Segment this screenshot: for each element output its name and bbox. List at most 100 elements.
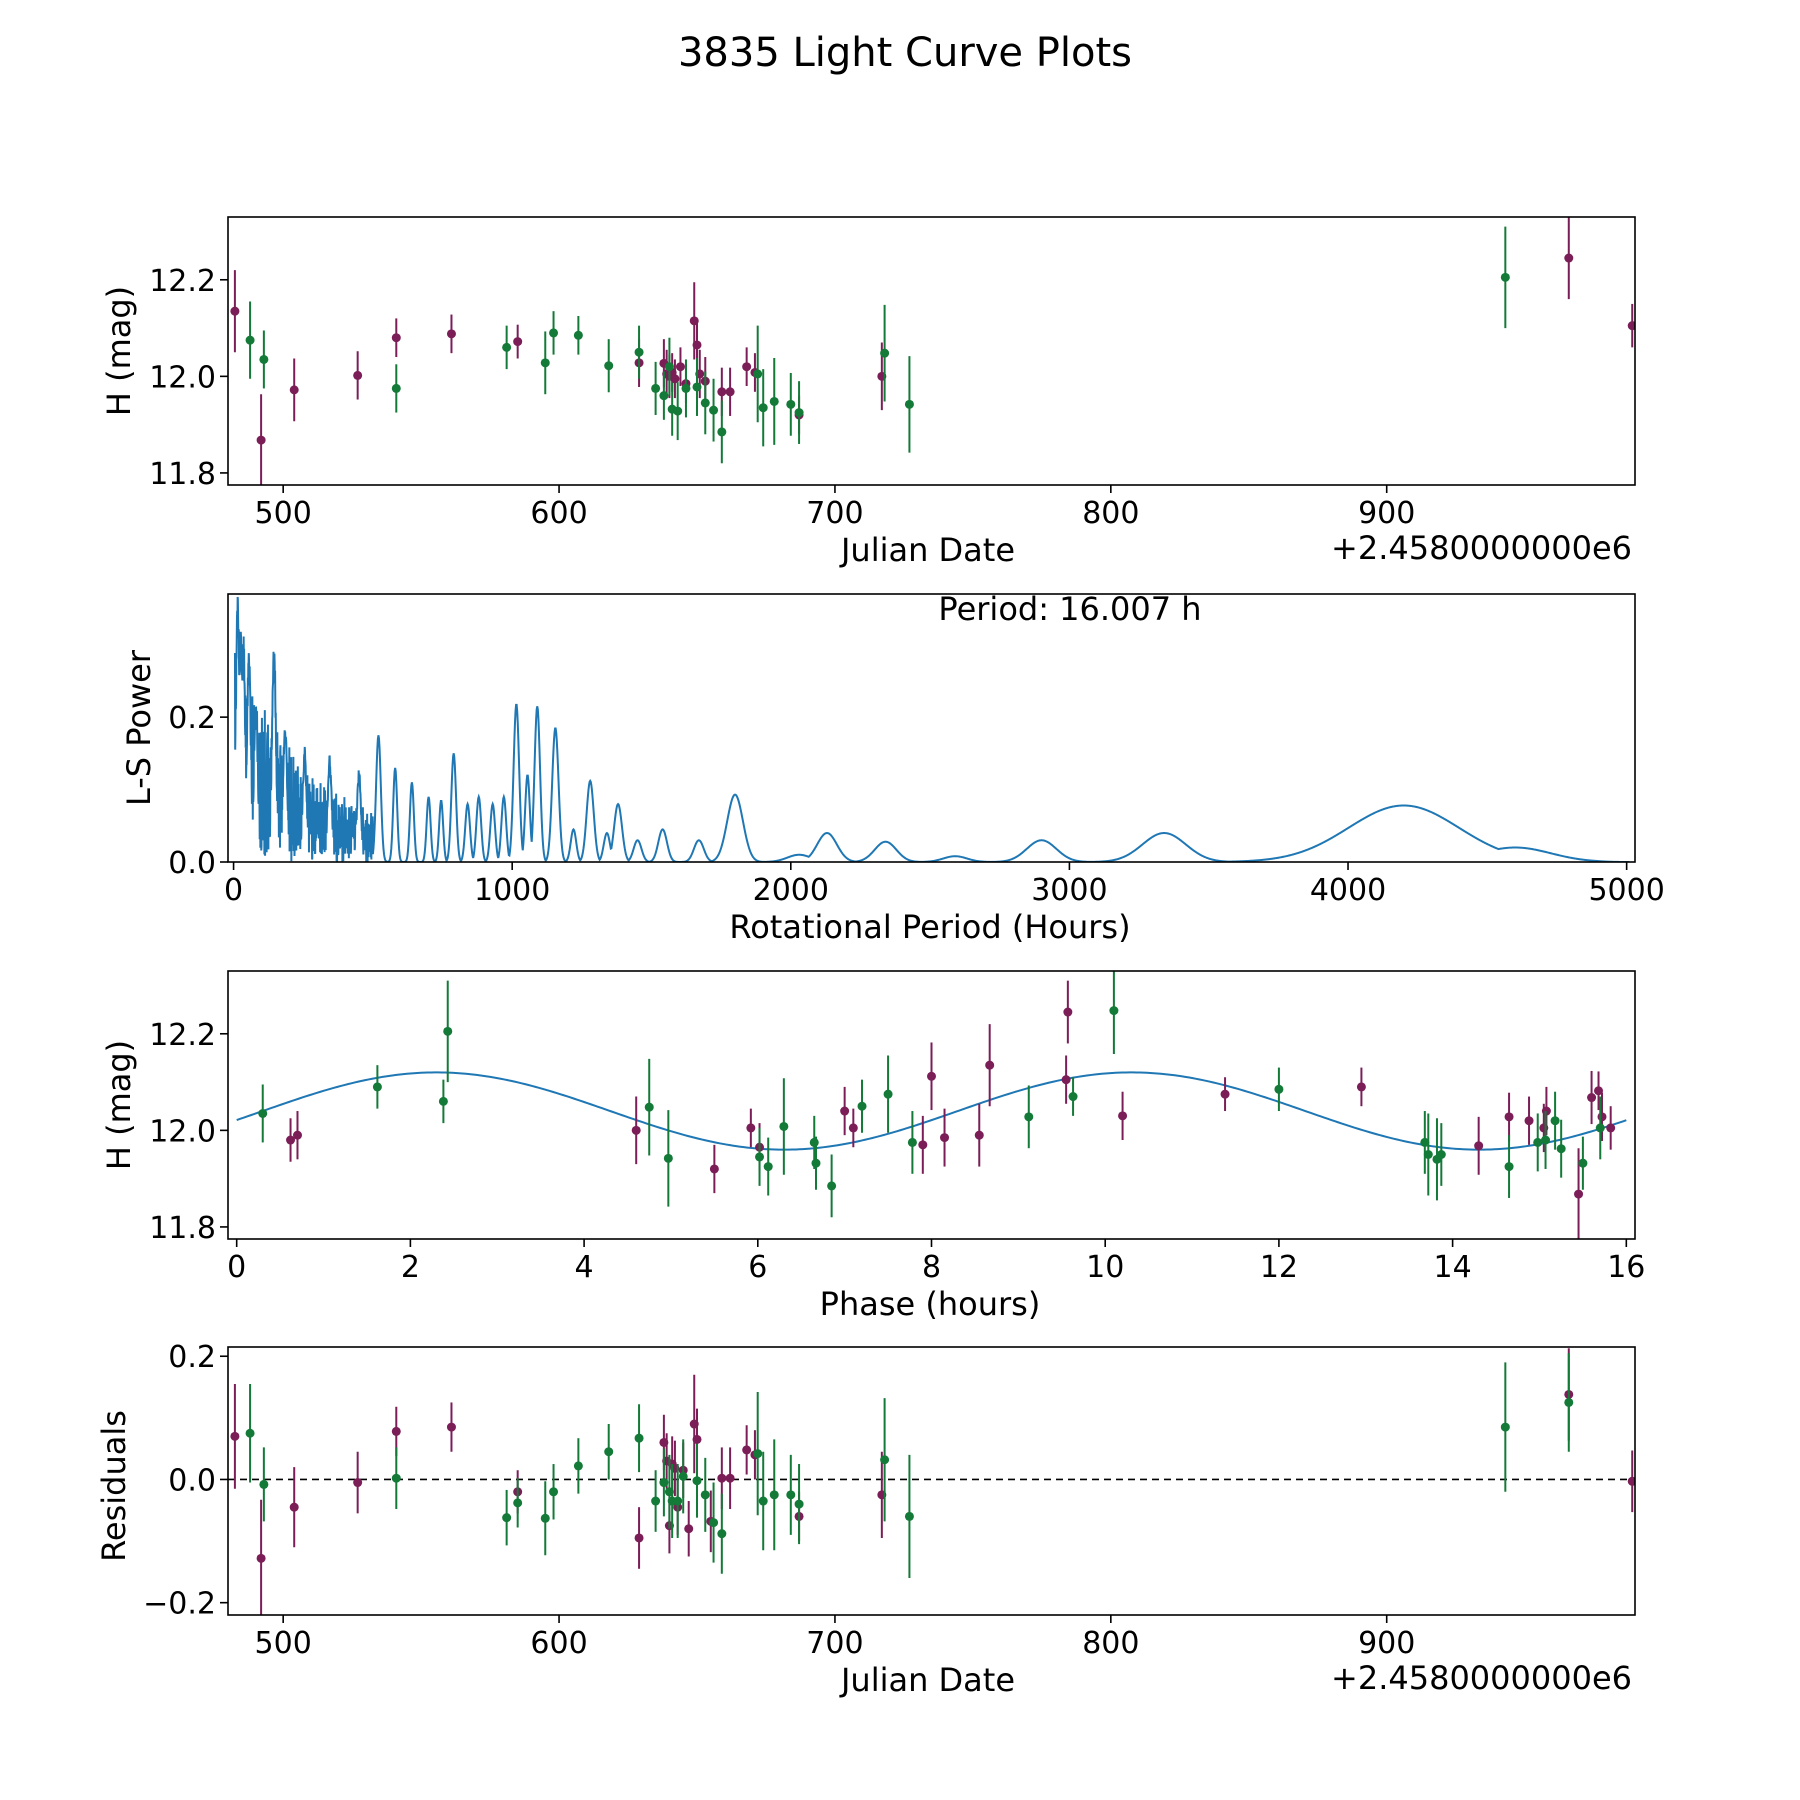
- x-tick-label: 700: [806, 496, 863, 531]
- data-point: [1564, 1397, 1574, 1407]
- data-point: [502, 1513, 512, 1523]
- data-point: [742, 362, 752, 372]
- data-point: [540, 358, 550, 368]
- panel-phased-axes: 0 2 4 6 8 10 12 14 16 11.8 12.0 12.2: [149, 1018, 1645, 1285]
- y-tick-label: 12.2: [149, 264, 216, 299]
- model-curve: [236, 1071, 1627, 1151]
- x-tick-label: 16: [1607, 1250, 1645, 1285]
- data-point: [1627, 321, 1635, 331]
- data-point: [1423, 1149, 1433, 1159]
- x-tick-label: 4: [575, 1250, 594, 1285]
- data-point: [446, 329, 456, 339]
- data-point: [940, 1133, 950, 1143]
- x-tick-label: 1000: [474, 873, 550, 908]
- data-point: [758, 403, 768, 413]
- panel-light-curve-frame: [227, 216, 1636, 486]
- data-point: [794, 408, 804, 418]
- panel-residuals-xlabel: Julian Date: [839, 1661, 1015, 1699]
- data-point: [1524, 1116, 1534, 1126]
- data-point: [573, 330, 583, 340]
- data-point: [717, 1473, 727, 1483]
- data-point: [1595, 1123, 1605, 1133]
- panel-phased-xlabel: Phase (hours): [820, 1285, 1041, 1323]
- panel-light-curve-axes: 500 600 700 800 900 11.8 12.0 12.2: [149, 264, 1415, 531]
- panel-light-curve-marks: [230, 217, 1635, 485]
- data-point: [907, 1137, 917, 1147]
- data-point: [974, 1130, 984, 1140]
- data-point: [681, 383, 691, 393]
- data-point: [758, 1496, 768, 1506]
- panel-periodogram-ylabel: L-S Power: [120, 649, 158, 806]
- series-filter-b: [258, 971, 1605, 1218]
- data-point: [1606, 1123, 1616, 1133]
- data-point: [840, 1106, 850, 1116]
- data-point: [811, 1158, 821, 1168]
- panel-residuals-ylabel: Residuals: [95, 1410, 133, 1562]
- y-tick-label: 0.0: [168, 846, 216, 881]
- x-tick-label: 3000: [1031, 873, 1107, 908]
- data-point: [391, 333, 401, 343]
- data-point: [880, 348, 890, 358]
- data-point: [786, 399, 796, 409]
- data-point: [1587, 1093, 1597, 1103]
- y-tick-label: 11.8: [149, 457, 216, 492]
- data-point: [256, 435, 266, 445]
- data-point: [1627, 1476, 1635, 1486]
- data-point: [709, 405, 719, 415]
- data-point: [985, 1060, 995, 1070]
- data-point: [540, 1513, 550, 1523]
- data-point: [664, 362, 674, 372]
- x-tick-label: 600: [530, 1626, 587, 1661]
- data-point: [651, 1496, 661, 1506]
- data-point: [1474, 1141, 1484, 1151]
- data-point: [1500, 1422, 1510, 1432]
- x-tick-label: 10: [1086, 1250, 1124, 1285]
- data-point: [742, 1445, 752, 1455]
- x-tick-label: 900: [1358, 496, 1415, 531]
- x-tick-label: 600: [530, 496, 587, 531]
- data-point: [1504, 1162, 1514, 1172]
- data-point: [675, 362, 685, 372]
- data-point: [755, 1152, 765, 1162]
- data-point: [904, 1511, 914, 1521]
- x-tick-label: 800: [1082, 1626, 1139, 1661]
- data-point: [391, 1426, 401, 1436]
- data-point: [753, 369, 763, 379]
- y-tick-label: 12.2: [149, 1018, 216, 1053]
- data-point: [289, 1502, 299, 1512]
- x-tick-label: 900: [1358, 1626, 1415, 1661]
- data-point: [1564, 253, 1574, 263]
- panel-periodogram-xlabel: Rotational Period (Hours): [729, 908, 1130, 946]
- data-point: [446, 1422, 456, 1432]
- data-point: [848, 1123, 858, 1133]
- panel-residuals-offset-text: +2.4580000000e6: [1331, 1659, 1632, 1697]
- x-tick-label: 4000: [1310, 873, 1386, 908]
- x-tick-label: 12: [1260, 1250, 1298, 1285]
- data-point: [443, 1026, 453, 1036]
- panel-residuals-plot-area: [228, 1348, 1635, 1615]
- x-tick-label: 0: [227, 1250, 246, 1285]
- data-point: [245, 335, 255, 345]
- data-point: [725, 1473, 735, 1483]
- data-point: [709, 1518, 719, 1528]
- x-tick-label: 8: [922, 1250, 941, 1285]
- x-tick-label: 0: [224, 873, 243, 908]
- data-point: [1597, 1112, 1607, 1122]
- data-point: [1061, 1075, 1071, 1085]
- data-point: [289, 385, 299, 395]
- panel-residuals-axes: 500 600 700 800 900 −0.2 0.0 0.2: [143, 1340, 1415, 1661]
- data-point: [1109, 1006, 1119, 1016]
- data-point: [786, 1490, 796, 1500]
- panel-phased-marks: [236, 971, 1627, 1239]
- panel-light-curve-ylabel: H (mag): [100, 286, 138, 416]
- data-point: [259, 1479, 269, 1489]
- data-point: [857, 1101, 867, 1111]
- data-point: [809, 1137, 819, 1147]
- data-point: [684, 1524, 694, 1534]
- panel-periodogram-frame: [227, 593, 1636, 863]
- data-point: [1436, 1149, 1446, 1159]
- data-point: [1556, 1144, 1566, 1154]
- data-point: [634, 347, 644, 357]
